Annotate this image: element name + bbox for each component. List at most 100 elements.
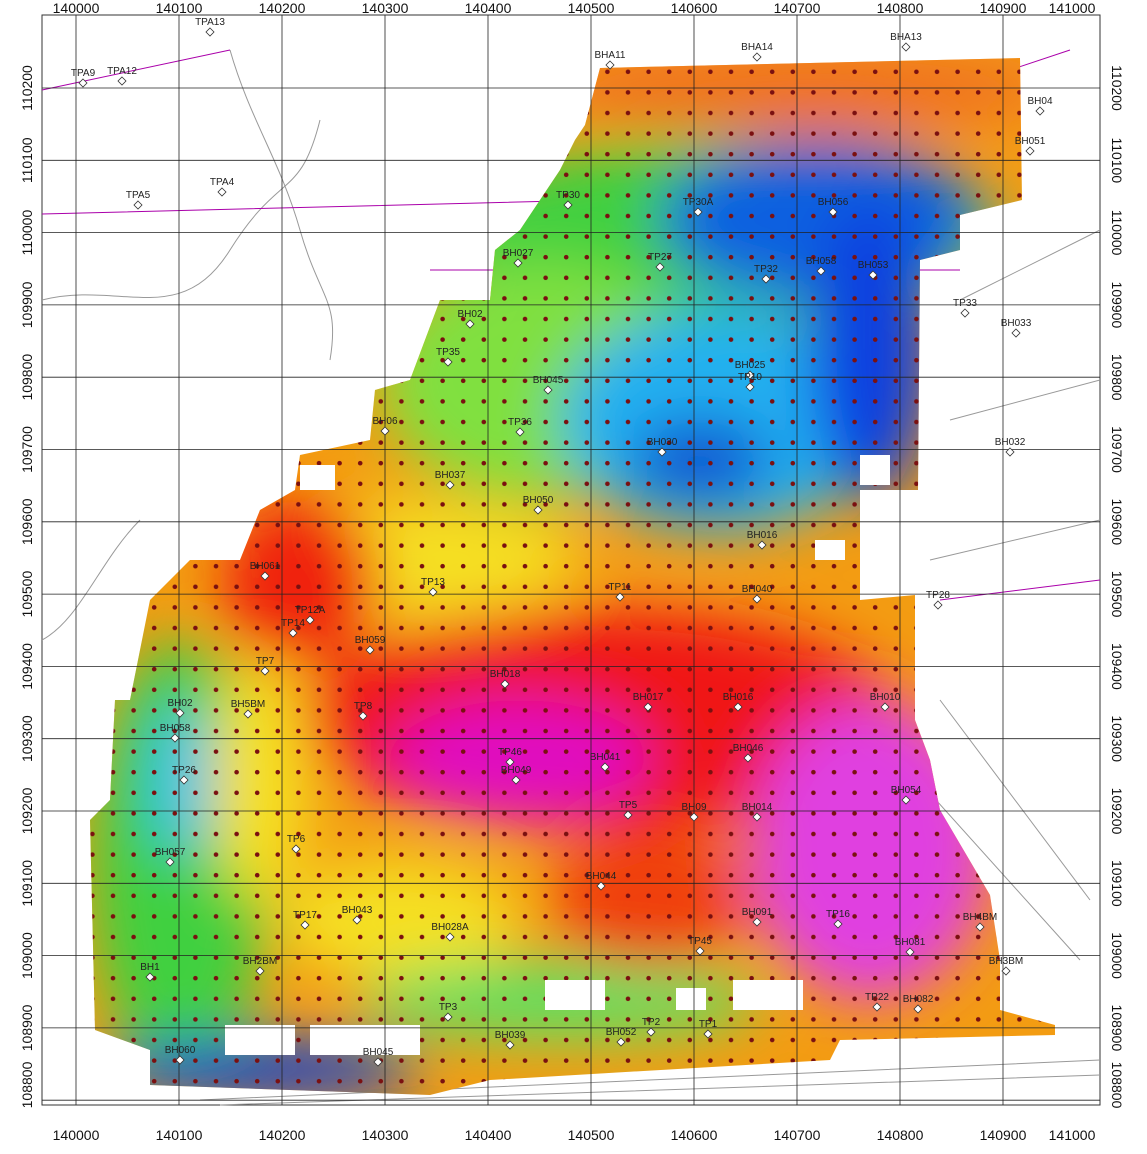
station-label: TP10 [738,372,762,383]
station-label: BH025 [735,360,766,371]
station-label: BH3BM [989,956,1023,967]
northing-label: 109600 [19,498,35,545]
northing-label: 109000 [19,932,35,979]
station-label: BH016 [723,692,754,703]
northing-label: 109600 [1109,498,1125,545]
station-label: BH053 [858,260,889,271]
station-label: BH061 [250,561,281,572]
easting-label: 140500 [568,1127,615,1143]
northing-label: 109800 [1109,354,1125,401]
station-label: BH02 [167,698,192,709]
station-label: TP8 [354,701,373,712]
easting-label: 140700 [774,0,821,16]
station-label: TP17 [293,910,317,921]
station-label: TP36 [508,417,532,428]
station-label: BH030 [647,437,678,448]
station-label: TPA13 [195,17,225,28]
northing-label: 108900 [1109,1005,1125,1052]
northing-label: 109400 [19,643,35,690]
station-label: BH052 [606,1027,637,1038]
station-label: TP30 [556,190,580,201]
easting-label: 141000 [1049,0,1096,16]
station-label: BH039 [495,1030,526,1041]
station-label: BH056 [818,197,849,208]
northing-label: 109900 [19,281,35,328]
station-label: TP7 [256,656,275,667]
station-label: BH043 [342,905,373,916]
northing-label: 109000 [1109,932,1125,979]
station-label: BH060 [165,1045,196,1056]
station-label: TP14 [281,618,305,629]
easting-label: 141000 [1049,1127,1096,1143]
northing-label: 110100 [19,137,35,183]
station-label: TP35 [436,347,460,358]
map: 1400001400001401001401001402001402001403… [0,0,1147,1149]
station-label: BH044 [586,871,617,882]
station-label: BH051 [1015,136,1046,147]
station-label: TP6 [287,834,306,845]
northing-label: 110200 [1109,65,1125,111]
station-label: BH018 [490,669,521,680]
easting-label: 140300 [362,1127,409,1143]
station-label: BH058 [160,723,191,734]
easting-label: 140400 [465,1127,512,1143]
easting-label: 140800 [877,0,924,16]
station-label: BH037 [435,470,466,481]
easting-label: 140100 [156,0,203,16]
station-label: TP33 [953,298,977,309]
station-label: TP5 [619,800,638,811]
northing-label: 109900 [1109,282,1125,329]
station-label: BHA11 [595,50,626,61]
station-label: BH041 [590,752,621,763]
northing-label: 108800 [19,1061,35,1108]
easting-label: 140900 [980,1127,1027,1143]
easting-label: 140100 [156,1127,203,1143]
station-label: BH059 [355,635,386,646]
station-label: BHA14 [741,42,773,53]
station-label: BH028A [431,922,469,933]
station-label: BH050 [523,495,554,506]
station-label: TP27 [648,252,672,263]
northing-label: 109100 [19,860,35,907]
easting-label: 140700 [774,1127,821,1143]
station-label: TP45 [688,936,712,947]
station-label: TP32 [754,264,778,275]
station-label: BH017 [633,692,664,703]
easting-label: 140300 [362,0,409,16]
northing-label: 108800 [1109,1062,1125,1109]
station-label: BH09 [681,802,706,813]
easting-label: 140000 [53,1127,100,1143]
station-label: BH081 [895,937,926,948]
station-label: BH045 [363,1047,394,1058]
station-label: BH06 [372,416,397,427]
northing-label: 110000 [19,210,35,256]
northing-label: 110200 [19,65,35,111]
northing-label: 109500 [1109,571,1125,618]
northing-label: 109200 [1109,788,1125,835]
station-label: TP1 [699,1019,718,1030]
northing-label: 109700 [1109,426,1125,473]
station-label: BH057 [155,847,186,858]
station-label: BH054 [891,785,922,796]
station-label: TP16 [826,909,850,920]
station-label: BH058 [806,256,837,267]
easting-label: 140500 [568,0,615,16]
station-label: TP2 [642,1017,661,1028]
station-label: BH4BM [963,912,997,923]
station-label: TP13 [421,577,445,588]
station-label: BH010 [870,692,901,703]
station-label: TP22 [865,992,889,1003]
northing-label: 109400 [1109,643,1125,690]
station-label: TPA5 [126,190,151,201]
station-label: BHA13 [890,32,922,43]
station-label: TP12A [295,605,326,616]
station-label: BH027 [503,248,534,259]
station-label: BH2BM [243,956,277,967]
station-label: TP46 [498,747,522,758]
station-label: BH049 [501,765,532,776]
easting-label: 140800 [877,1127,924,1143]
northing-label: 109200 [19,787,35,834]
station-label: BH040 [742,584,773,595]
station-label: BH04 [1027,96,1052,107]
northing-label: 109100 [1109,860,1125,907]
